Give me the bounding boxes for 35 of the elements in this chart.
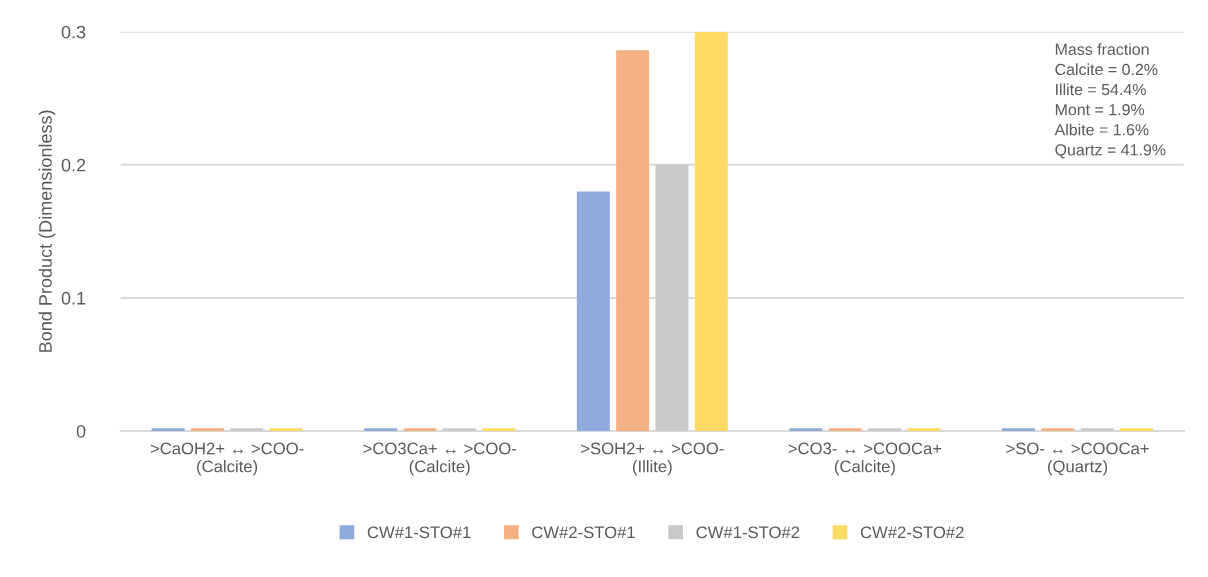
bar [907,428,941,432]
bar [1002,428,1036,432]
annotation: Mass fraction Calcite = 0.2% Illite = 54.4% Mont = 1.9% Albite = 1.6% Quartz = 41.9% [1054,43,1166,159]
y-tick-label: 0 [76,424,86,438]
bar [616,50,650,432]
x-tick-label: >SO- ↔ >COOCa+ (Quartz) [1006,442,1149,476]
legend-label: CW#2-STO#2 [860,526,964,539]
bar [442,428,476,432]
x-tick-label: >CO3Ca+ ↔ >COO- (Calcite) [363,442,517,476]
legend-label: CW#1-STO#2 [696,526,800,539]
y-axis-title: Bond Product (Dimensionless) [38,110,56,352]
bar [190,428,224,432]
y-tick-label: 0.3 [61,25,86,39]
bar [655,164,689,432]
bar [828,428,862,432]
bar [1080,428,1114,432]
bar [364,428,398,432]
legend-label: CW#2-STO#1 [532,526,635,539]
bar [269,428,303,432]
bar [789,428,823,432]
bar [151,428,185,432]
bar [576,191,610,432]
x-tick-label: >SOH2+ ↔ >COO- (Illite) [581,442,724,476]
y-tick-label: 0.1 [61,291,86,305]
x-tick-label: >CO3- ↔ >COOCa+ (Calcite) [788,442,942,476]
bar [868,428,902,432]
legend-label: CW#1-STO#1 [367,526,471,539]
y-tick-label: 0.2 [61,158,86,172]
bar [1041,428,1075,432]
bar [403,428,437,432]
bar [230,428,264,432]
bar [694,31,728,432]
bar [482,428,516,432]
x-tick-label: >CaOH2+ ↔ >COO- (Calcite) [150,442,304,476]
bar [1120,428,1154,432]
